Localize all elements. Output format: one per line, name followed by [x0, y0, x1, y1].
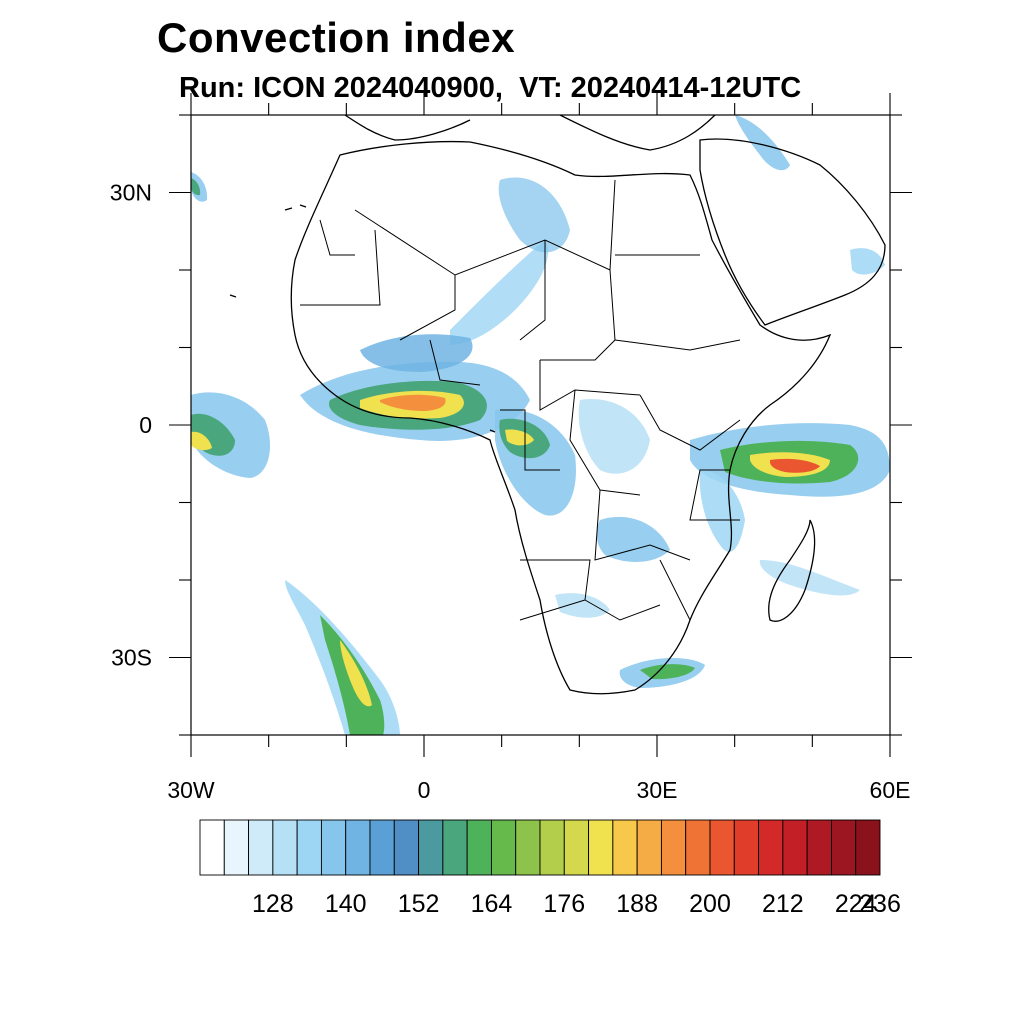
colorbar-box	[782, 819, 808, 876]
x-tick-label: 60E	[870, 777, 911, 803]
colorbar-box	[563, 819, 590, 876]
colorbar-tick-label: 212	[762, 890, 804, 918]
colorbar	[199, 819, 881, 876]
colorbar-box	[199, 819, 225, 876]
colorbar-box	[636, 819, 662, 876]
axis-ticks	[169, 93, 912, 757]
colorbar-box	[660, 819, 687, 876]
borders	[300, 179, 741, 621]
colorbar-box	[515, 819, 541, 876]
colorbar-box	[393, 819, 420, 876]
y-tick-label: 0	[139, 412, 152, 438]
coastlines	[229, 115, 886, 695]
colorbar-box	[539, 819, 565, 876]
convection-field	[191, 115, 890, 735]
colorbar-tick-label: 200	[689, 890, 731, 918]
y-tick-label: 30N	[110, 180, 152, 206]
colorbar-box	[588, 819, 614, 876]
y-tick-label: 30S	[111, 645, 152, 671]
colorbar-box	[490, 819, 517, 876]
colorbar-box	[320, 819, 347, 876]
x-tick-label: 0	[418, 777, 431, 803]
colorbar-tick-label: 176	[543, 890, 585, 918]
colorbar-box	[418, 819, 444, 876]
x-tick-label: 30W	[167, 777, 215, 803]
colorbar-tick-label: 128	[252, 890, 294, 918]
colorbar-tick-label: 164	[471, 890, 513, 918]
map-area	[191, 115, 890, 735]
axis-labels: 30W 0 30E 60E 30N 0 30S	[110, 180, 911, 804]
colorbar-box	[855, 819, 881, 876]
colorbar-box	[685, 819, 711, 876]
colorbar-box	[612, 819, 638, 876]
colorbar-tick-label: 152	[398, 890, 440, 918]
colorbar-box	[758, 819, 784, 876]
colorbar-box	[466, 819, 492, 876]
colorbar-tick-label: 236	[859, 890, 901, 918]
colorbar-box	[223, 819, 250, 876]
colorbar-tick-label: 224	[835, 890, 877, 918]
colorbar-box	[369, 819, 395, 876]
colorbar-tick-label: 188	[616, 890, 658, 918]
colorbar-box	[296, 819, 322, 876]
colorbar-box	[709, 819, 735, 876]
colorbar-box	[272, 819, 298, 876]
colorbar-box	[733, 819, 760, 876]
colorbar-tick-label: 140	[325, 890, 367, 918]
x-tick-label: 30E	[637, 777, 678, 803]
colorbar-box	[442, 819, 468, 876]
colorbar-box	[248, 819, 274, 876]
plot-subtitle: Run: ICON 2024040900, VT: 20240414-12UTC	[179, 72, 802, 104]
colorbar-box	[806, 819, 832, 876]
colorbar-box	[830, 819, 857, 876]
plot-title: Convection index	[157, 14, 516, 61]
colorbar-box	[345, 819, 371, 876]
